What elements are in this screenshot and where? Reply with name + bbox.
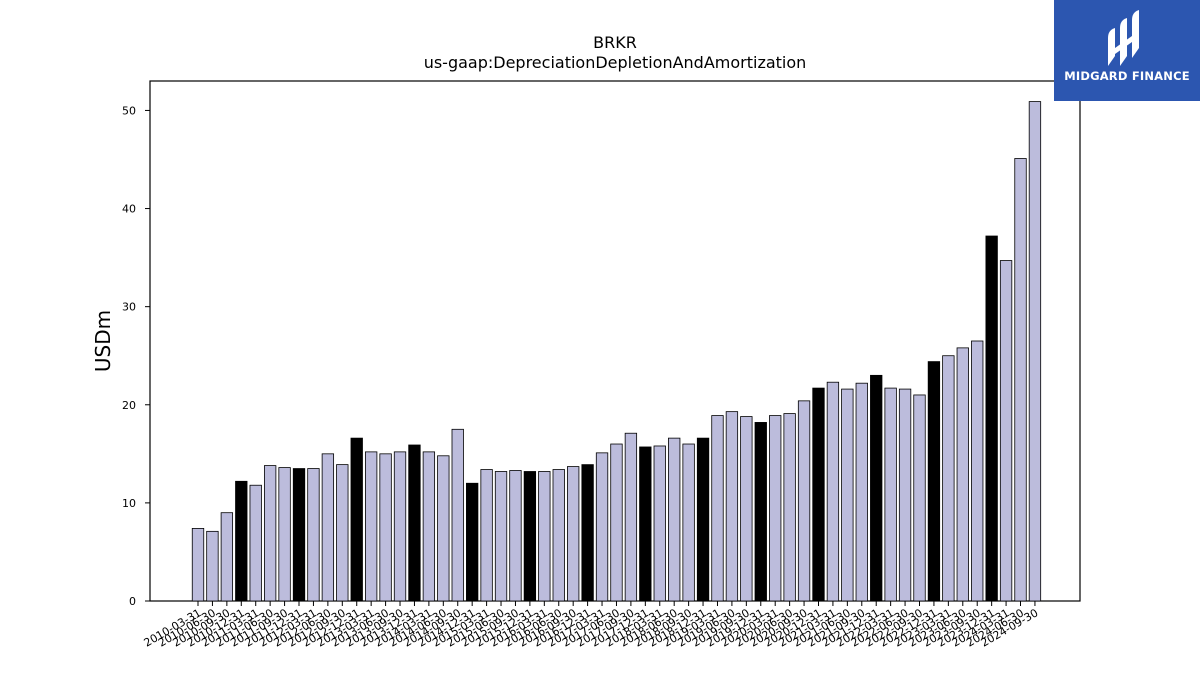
bar-2012-12-31 xyxy=(350,437,363,602)
bar-2020-09-30 xyxy=(797,400,811,602)
x-axis: 2010-03-312010-06-302010-09-302010-12-31… xyxy=(142,601,1040,650)
bar-2020-03-31 xyxy=(769,415,782,602)
bar-2014-03-31 xyxy=(422,451,436,602)
bar-2024-06-30 xyxy=(1014,158,1027,602)
y-tick-label: 0 xyxy=(129,595,136,608)
y-tick-label: 20 xyxy=(122,399,136,412)
y-tick-label: 30 xyxy=(122,301,136,314)
y-axis-label: USDm xyxy=(91,310,115,372)
bar-2013-09-30 xyxy=(393,451,407,602)
bar-2022-09-30 xyxy=(913,394,926,602)
bar-2013-03-31 xyxy=(365,451,378,602)
bar-2017-12-31 xyxy=(639,446,652,602)
bar-2010-09-30 xyxy=(220,512,234,602)
bar-2014-06-30 xyxy=(437,455,450,602)
bar-2017-09-30 xyxy=(624,432,638,602)
bar-2018-09-30 xyxy=(682,443,695,602)
bar-2019-12-31 xyxy=(754,422,767,602)
bar-2014-12-31 xyxy=(466,482,479,602)
bar-2021-03-31 xyxy=(826,381,840,602)
bar-2012-09-30 xyxy=(336,464,349,602)
bar-2010-03-31 xyxy=(191,528,205,602)
bar-2023-12-31 xyxy=(985,235,998,602)
bar-2016-03-31 xyxy=(538,471,551,602)
logo-text: MIDGARD FINANCE xyxy=(1064,69,1190,83)
bar-2015-03-31 xyxy=(480,469,493,602)
bar-2013-12-31 xyxy=(408,444,421,602)
y-tick-label: 40 xyxy=(122,203,136,216)
chart-subtitle: us-gaap:DepreciationDepletionAndAmortiza… xyxy=(423,53,807,72)
bar-2018-12-31 xyxy=(696,437,710,602)
bar-2020-06-30 xyxy=(783,413,796,602)
bar-2021-12-31 xyxy=(870,374,883,602)
midgard-finance-logo: MIDGARD FINANCE xyxy=(1054,0,1200,101)
bar-2018-03-31 xyxy=(653,445,666,602)
bar-2015-09-30 xyxy=(509,470,522,602)
y-tick-label: 10 xyxy=(122,497,136,510)
y-axis: 0 10 20 30 40 50 xyxy=(122,104,150,608)
bar-2011-03-31 xyxy=(249,484,262,602)
bar-2022-06-30 xyxy=(898,388,912,602)
bar-2015-06-30 xyxy=(494,471,508,602)
bar-2024-09-30 xyxy=(1028,101,1042,602)
bar-2016-09-30 xyxy=(567,466,580,602)
logo-mark-icon xyxy=(1108,10,1139,66)
bar-2011-12-31 xyxy=(292,468,306,602)
bar-2018-06-30 xyxy=(668,437,681,602)
bar-2010-06-30 xyxy=(206,530,219,602)
bar-2022-12-31 xyxy=(927,361,941,602)
bar-2020-12-31 xyxy=(812,387,825,602)
bar-2014-09-30 xyxy=(451,428,464,602)
bar-2016-12-31 xyxy=(581,464,594,602)
bar-2015-12-31 xyxy=(523,471,537,602)
bar-2019-03-31 xyxy=(711,415,724,602)
bar-2021-06-30 xyxy=(841,388,854,602)
bar-2021-09-30 xyxy=(855,382,868,602)
bars-group xyxy=(191,101,1042,602)
bar-2019-09-30 xyxy=(740,416,753,602)
bar-2022-03-31 xyxy=(884,387,897,602)
bar-2023-03-31 xyxy=(942,355,955,602)
bar-2013-06-30 xyxy=(379,453,392,602)
bar-2010-12-31 xyxy=(235,480,248,602)
bar-2023-09-30 xyxy=(971,340,984,602)
y-tick-label: 50 xyxy=(122,104,136,117)
bar-2012-06-30 xyxy=(321,453,335,602)
bar-2024-03-31 xyxy=(999,260,1013,602)
bar-2017-06-30 xyxy=(610,443,623,602)
bar-2012-03-31 xyxy=(307,468,320,602)
bar-2017-03-31 xyxy=(595,452,609,602)
bar-2011-09-30 xyxy=(278,467,291,602)
bar-2019-06-30 xyxy=(725,411,739,602)
bar-2011-06-30 xyxy=(263,465,277,602)
chart-title: BRKR xyxy=(593,33,637,52)
bar-2016-06-30 xyxy=(552,469,565,602)
bar-2023-06-30 xyxy=(956,347,969,602)
